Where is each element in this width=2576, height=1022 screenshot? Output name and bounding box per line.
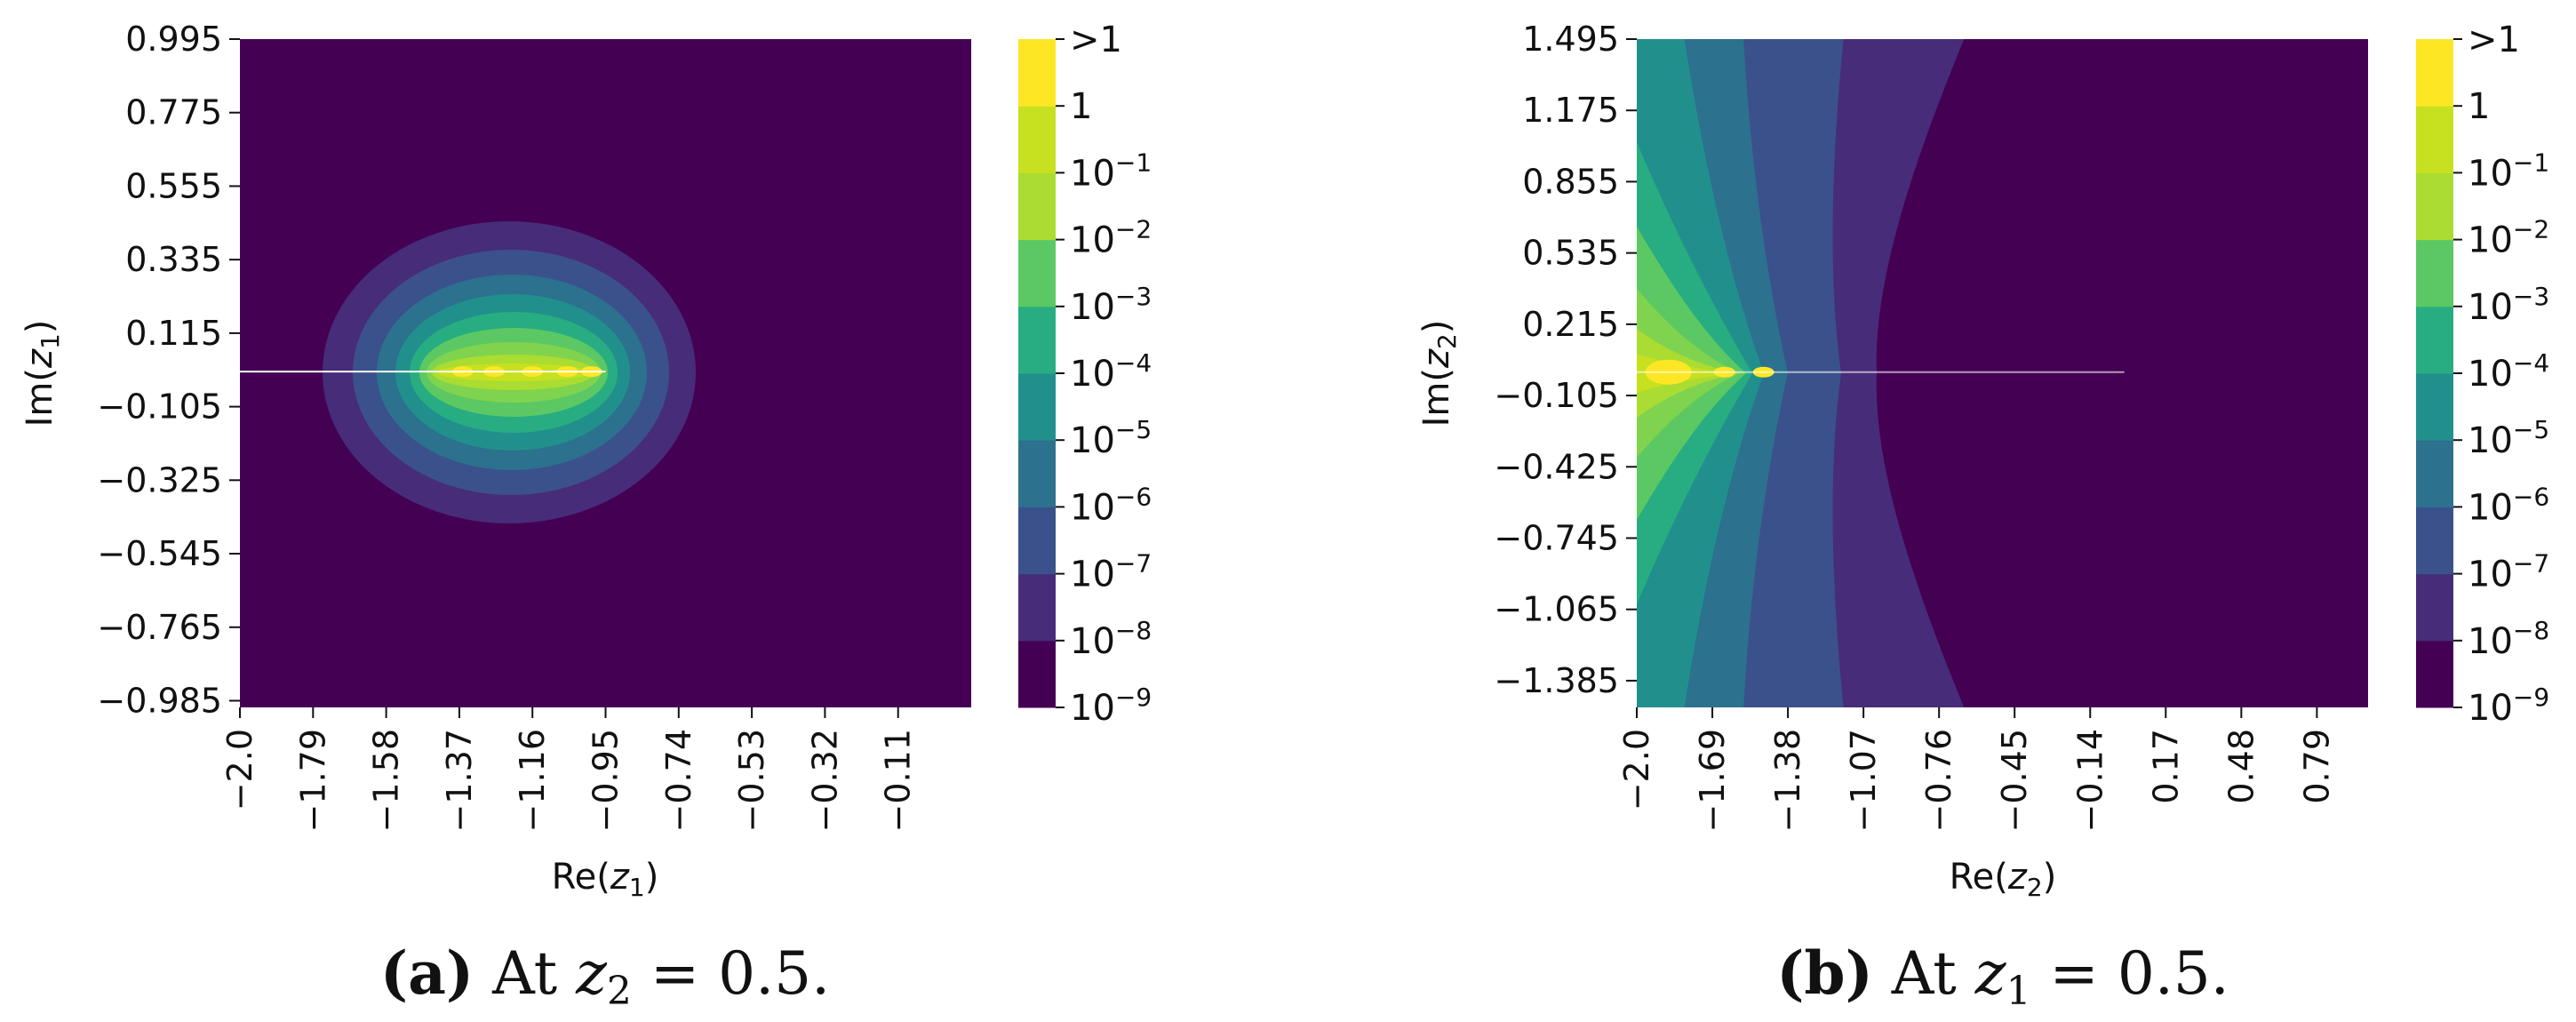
y-tick-label-b: −1.385 — [1494, 661, 1619, 700]
x-tick-label-b: −0.14 — [2070, 729, 2109, 832]
y-tick-label-a: −0.325 — [97, 460, 222, 499]
x-tick-label-b: 0.17 — [2146, 729, 2185, 804]
y-tick-label-a: 0.555 — [125, 166, 222, 205]
colorbar-tick-label-b: 10−8 — [2468, 616, 2549, 662]
colorbar-segment-a — [1018, 306, 1056, 374]
colorbar-a: >1 1 10−1 10−2 10−3 10−4 10−5 10−6 10−7 10−8 10−9 — [1018, 20, 1152, 729]
y-axis-label-b: Im(z2) — [1416, 320, 1462, 427]
colorbar-tick-label-a: 10−3 — [1070, 282, 1152, 328]
y-tick-label-b: −1.065 — [1494, 590, 1619, 629]
x-tick-label-b: 0.79 — [2297, 729, 2336, 804]
y-tick-label-b: −0.105 — [1494, 376, 1619, 415]
x-tick-label-a: −1.16 — [513, 729, 552, 832]
colorbar-segment-b — [2416, 39, 2453, 107]
y-ticks-b: 1.495 1.175 0.855 0.535 0.215 −0.105 −0.425 −0.… — [1494, 20, 1637, 700]
colorbar-tick-label-b: 1 — [2468, 86, 2490, 127]
y-tick-label-a: 0.335 — [125, 240, 222, 279]
panel-b: −2.0 −1.69 −1.38 −1.07 −0.76 −0.45 −0.14 0.17 0.… — [1416, 20, 2549, 1014]
colorbar-tick-label-b: 10−6 — [2468, 482, 2549, 528]
x-tick-label-a: −1.37 — [440, 729, 479, 832]
colorbar-segment-a — [1018, 440, 1056, 507]
colorbar-tick-label-a: 10−6 — [1070, 482, 1152, 528]
x-axis-label-b: Re(z2) — [1950, 857, 2057, 902]
colorbar-segment-b — [2416, 640, 2453, 708]
colorbar-segment-a — [1018, 640, 1056, 708]
colorbar-segment-a — [1018, 239, 1056, 307]
colorbar-tick-label-b: 10−3 — [2468, 282, 2549, 328]
y-tick-label-a: −0.985 — [97, 681, 222, 720]
caption-a: (a) At z2 = 0.5. — [380, 938, 830, 1014]
colorbar-tick-label-a: >1 — [1070, 20, 1122, 60]
x-tick-label-b: −1.38 — [1768, 729, 1807, 832]
y-tick-label-a: 0.115 — [125, 314, 222, 353]
y-tick-label-b: 0.215 — [1522, 305, 1619, 344]
colorbar-segment-a — [1018, 373, 1056, 441]
colorbar-tick-label-b: 10−5 — [2468, 415, 2549, 461]
x-tick-label-a: −0.74 — [659, 729, 698, 832]
y-tick-label-b: 1.495 — [1522, 20, 1619, 59]
y-tick-label-b: −0.745 — [1494, 518, 1619, 557]
heatmap-b — [1637, 39, 2368, 707]
colorbar-tick-label-a: 10−8 — [1070, 616, 1152, 662]
colorbar-tick-label-a: 10−4 — [1070, 348, 1152, 395]
x-ticks-b: −2.0 −1.69 −1.38 −1.07 −0.76 −0.45 −0.14 0.17 0.… — [1617, 707, 2336, 832]
colorbar-segment-b — [2416, 172, 2453, 241]
x-tick-label-a: −0.11 — [879, 729, 918, 832]
y-tick-label-b: 1.175 — [1522, 91, 1619, 130]
y-tick-label-b: −0.425 — [1494, 447, 1619, 486]
colorbar-tick-label-a: 10−1 — [1070, 148, 1152, 194]
colorbar-segment-b — [2416, 306, 2453, 374]
colorbar-tick-label-b: 10−2 — [2468, 215, 2549, 261]
y-tick-label-a: −0.765 — [97, 608, 222, 647]
x-tick-label-b: −0.76 — [1919, 729, 1958, 832]
colorbar-tick-label-a: 10−2 — [1070, 215, 1152, 261]
x-tick-label-a: −0.32 — [805, 729, 844, 832]
colorbar-segment-a — [1018, 39, 1056, 107]
colorbar-tick-label-b: 10−7 — [2468, 549, 2549, 595]
heatmap-a — [240, 39, 971, 707]
colorbar-segment-b — [2416, 373, 2453, 441]
y-tick-label-b: 0.855 — [1522, 162, 1619, 201]
colorbar-tick-label-b: 10−4 — [2468, 348, 2549, 395]
x-tick-label-a: −1.58 — [367, 729, 406, 832]
colorbar-tick-label-a: 1 — [1070, 86, 1092, 127]
x-tick-label-a: −2.0 — [220, 729, 259, 810]
colorbar-b: >1 1 10−1 10−2 10−3 10−4 10−5 10−6 10−7 10−8 10−9 — [2416, 20, 2549, 729]
x-ticks-a: −2.0 −1.79 −1.58 −1.37 −1.16 −0.95 −0.74 −0.53−… — [220, 707, 918, 832]
x-tick-label-a: −0.53 — [732, 729, 771, 832]
caption-b: (b) At z1 = 0.5. — [1776, 938, 2229, 1014]
colorbar-segment-a — [1018, 573, 1056, 642]
y-tick-label-a: 0.775 — [125, 93, 222, 132]
colorbar-tick-label-b: 10−9 — [2468, 683, 2549, 729]
colorbar-segment-a — [1018, 106, 1056, 173]
y-tick-label-a: −0.105 — [97, 387, 222, 427]
colorbar-segment-b — [2416, 106, 2453, 173]
x-axis-label-a: Re(z1) — [552, 857, 659, 902]
x-tick-label-b: −0.45 — [1995, 729, 2034, 832]
colorbar-tick-label-a: 10−7 — [1070, 549, 1152, 595]
colorbar-segment-b — [2416, 507, 2453, 575]
x-tick-label-a: −1.79 — [293, 729, 332, 832]
y-tick-label-b: 0.535 — [1522, 234, 1619, 273]
y-axis-label-a: Im(z1) — [20, 320, 65, 427]
colorbar-tick-label-b: 10−1 — [2468, 148, 2549, 194]
x-tick-label-b: −2.0 — [1617, 729, 1656, 810]
colorbar-segment-b — [2416, 239, 2453, 307]
colorbar-segment-b — [2416, 440, 2453, 507]
y-tick-label-a: −0.545 — [97, 534, 222, 573]
x-tick-label-b: −1.07 — [1844, 729, 1883, 832]
panel-a: −2.0 −1.79 −1.58 −1.37 −1.16 −0.95 −0.74 −0.53−… — [20, 20, 1152, 1014]
colorbar-tick-label-a: 10−5 — [1070, 415, 1152, 461]
x-tick-label-b: 0.48 — [2221, 729, 2261, 804]
colorbar-segment-b — [2416, 573, 2453, 642]
y-ticks-a: 0.995 0.775 0.555 0.335 0.115 −0.105 −0.325 −0.… — [97, 20, 240, 720]
colorbar-tick-label-b: >1 — [2468, 20, 2520, 60]
y-tick-label-a: 0.995 — [125, 20, 222, 59]
colorbar-tick-label-a: 10−9 — [1070, 683, 1152, 729]
colorbar-segment-a — [1018, 507, 1056, 575]
colorbar-segment-a — [1018, 172, 1056, 241]
x-tick-label-a: −0.95 — [586, 729, 626, 832]
x-tick-label-b: −1.69 — [1693, 729, 1732, 832]
